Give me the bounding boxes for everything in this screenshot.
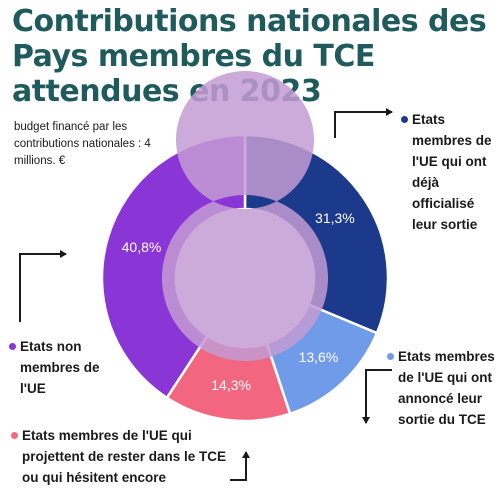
legend-item-rester: Etats membres de l'UE qui projettent de … <box>11 425 227 488</box>
legend-item-annonce: Etats membres de l'UE qui ont annoncé le… <box>387 346 500 430</box>
legend-label-annonce: Etats membres de l'UE qui ont annoncé le… <box>398 349 495 427</box>
legend-label-sorties: Etats membres de l'UE qui ont déjà offic… <box>412 112 492 232</box>
inner-accent-ring <box>161 70 328 361</box>
legend-dot-annonce <box>387 353 394 360</box>
legend-item-non-ue: Etats non membres de l'UE <box>9 336 125 399</box>
connector-arrow-rester <box>230 451 250 481</box>
legend-dot-sorties <box>401 116 408 123</box>
legend-item-sorties: Etats membres de l'UE qui ont déjà offic… <box>401 109 500 235</box>
slice-label-annonce: 13,6% <box>299 349 339 365</box>
legend-label-non-ue: Etats non membres de l'UE <box>20 339 100 396</box>
slice-label-rester: 14,3% <box>211 377 251 393</box>
chart-subtitle: budget financé par les contributions nat… <box>14 121 151 167</box>
connector-arrow-sorties <box>334 108 393 138</box>
slice-label-sorties: 31,3% <box>315 210 355 226</box>
legend-label-rester: Etats membres de l'UE qui projettent de … <box>22 428 227 485</box>
connector-arrow-annonce <box>362 369 392 424</box>
connector-arrow-non-ue <box>19 250 67 322</box>
legend-dot-non-ue <box>9 343 16 350</box>
legend-dot-rester <box>11 432 18 439</box>
slice-label-non-ue: 40,8% <box>122 239 162 255</box>
slice-labels: 31,3% 13,6% 14,3% 40,8% <box>122 210 355 393</box>
